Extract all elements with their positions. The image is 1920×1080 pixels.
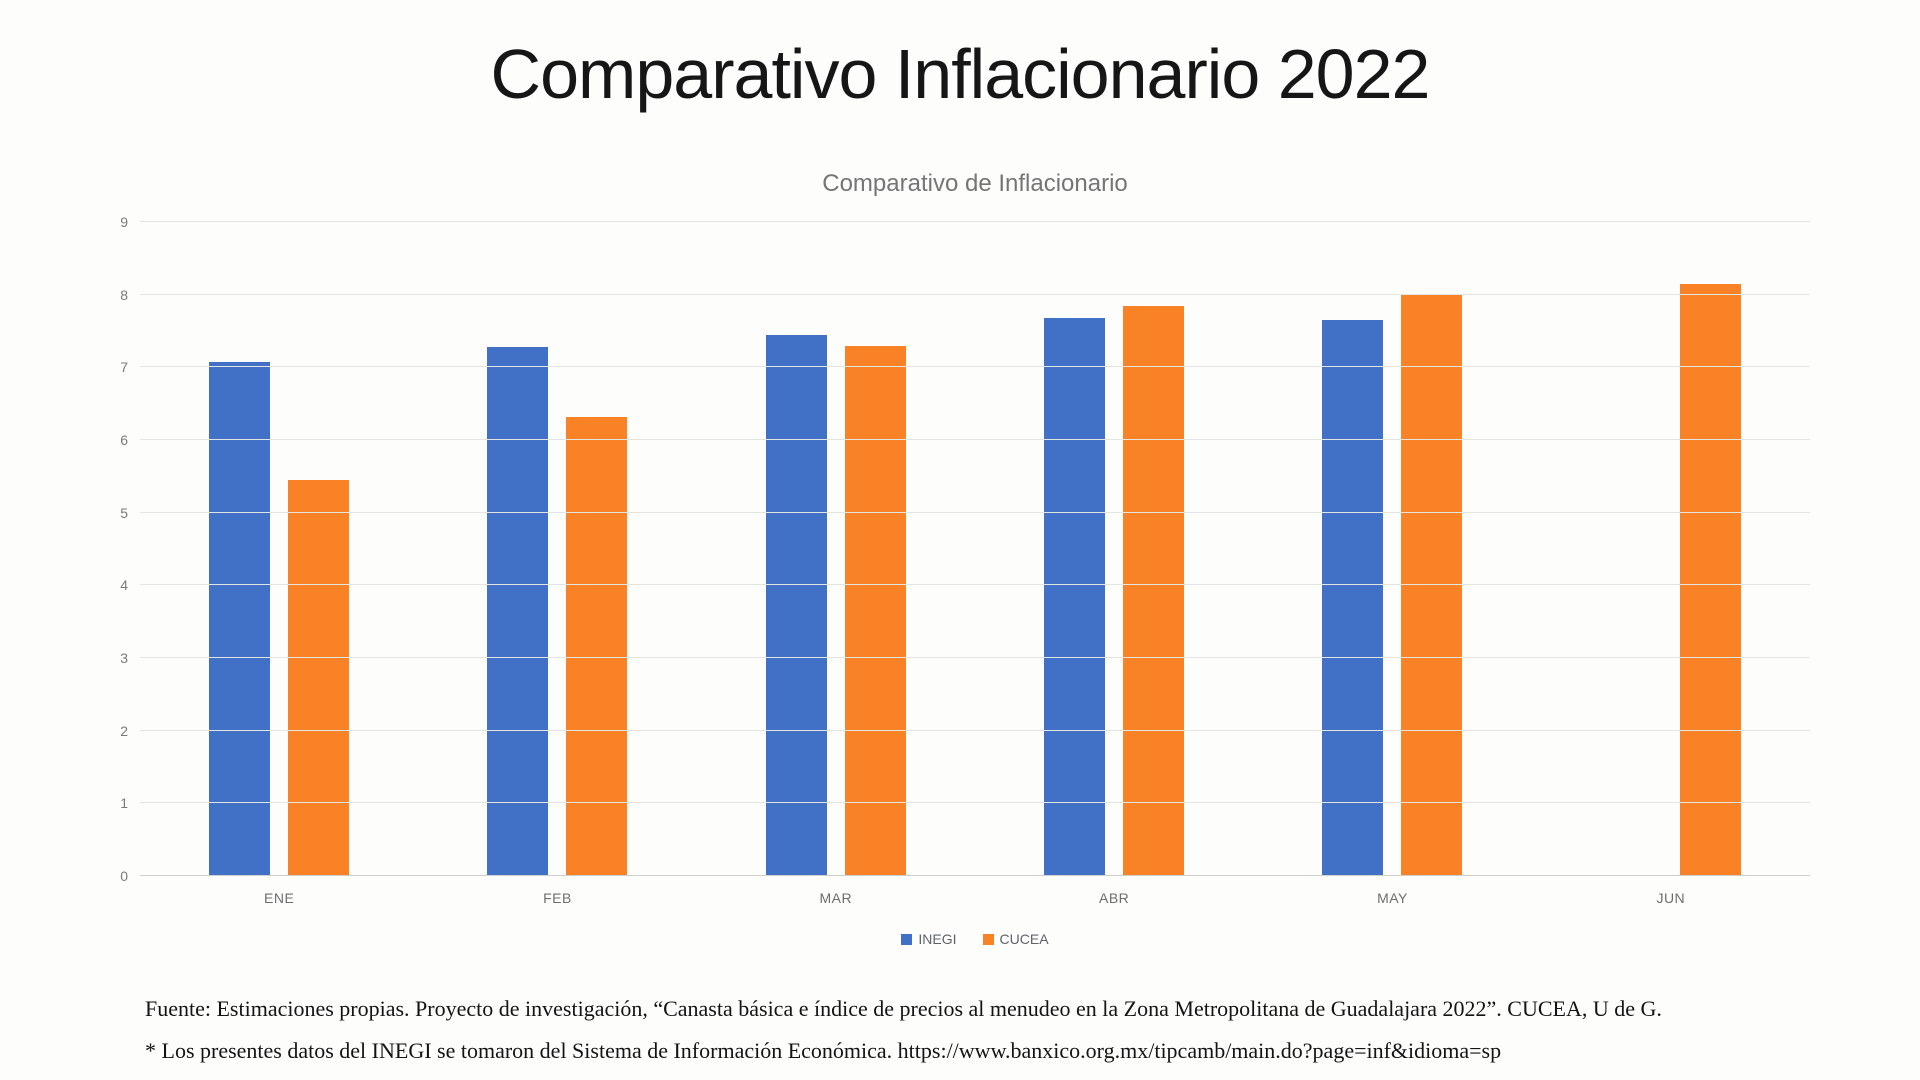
bar-inegi-abr	[1044, 317, 1106, 876]
gridline-0	[140, 875, 1810, 876]
y-tick-label-1: 1	[120, 795, 128, 812]
gridline-3	[140, 657, 1810, 658]
chart-legend: INEGI CUCEA	[140, 931, 1810, 947]
bar-inegi-mar	[765, 334, 827, 876]
legend-label-inegi: INEGI	[918, 931, 957, 947]
x-axis-label-may: MAY	[1377, 890, 1408, 906]
x-axis-label-jun: JUN	[1656, 890, 1686, 906]
legend-item-cucea: CUCEA	[982, 931, 1049, 947]
bar-groups	[140, 222, 1810, 876]
bar-cucea-ene	[288, 479, 350, 876]
gridline-2	[140, 729, 1810, 731]
source-note: Fuente: Estimaciones propias. Proyecto d…	[145, 988, 1865, 1072]
bar-inegi-may	[1322, 320, 1384, 876]
bar-group-mar	[697, 222, 975, 876]
bar-cucea-feb	[566, 416, 628, 876]
bar-group-may	[1253, 222, 1531, 876]
y-tick-label-4: 4	[120, 577, 128, 594]
gridline-1	[140, 802, 1810, 804]
legend-swatch-cucea-icon	[982, 933, 994, 945]
legend-label-cucea: CUCEA	[999, 931, 1049, 947]
legend-swatch-inegi-icon	[901, 933, 913, 945]
bar-cucea-abr	[1123, 306, 1185, 876]
legend-item-inegi: INEGI	[901, 931, 957, 947]
y-tick-label-3: 3	[120, 650, 128, 666]
x-axis-label-abr: ABR	[1099, 890, 1130, 906]
bar-group-feb	[418, 222, 696, 876]
gridline-8	[140, 293, 1810, 295]
bar-inegi-feb	[487, 347, 549, 876]
source-note-line1: Fuente: Estimaciones propias. Proyecto d…	[145, 996, 1662, 1021]
page-title: Comparativo Inflacionario 2022	[490, 35, 1431, 113]
chart-title: Comparativo de Inflacionario	[822, 170, 1128, 197]
gridline-9	[140, 221, 1810, 222]
x-axis: ENE FEB MAR ABR MAY JUN	[140, 890, 1810, 906]
y-axis: 0 1 2 3 4 5 6 7 8 9	[92, 215, 128, 883]
gridline-5	[140, 511, 1810, 513]
bar-group-ene	[140, 222, 418, 876]
source-note-line2: * Los presentes datos del INEGI se tomar…	[145, 1038, 1502, 1063]
y-tick-label-7: 7	[120, 359, 128, 376]
x-axis-label-ene: ENE	[264, 890, 295, 906]
gridline-7	[140, 366, 1810, 368]
y-tick-label-8: 8	[120, 286, 128, 303]
bar-group-jun	[1532, 222, 1810, 876]
bar-cucea-mar	[844, 345, 906, 876]
gridline-6	[140, 439, 1810, 440]
bar-cucea-jun	[1679, 283, 1741, 876]
x-axis-label-feb: FEB	[543, 890, 572, 906]
y-tick-label-2: 2	[120, 722, 128, 739]
y-tick-label-9: 9	[120, 214, 128, 230]
bar-inegi-ene	[209, 362, 271, 876]
x-axis-label-mar: MAR	[819, 890, 853, 906]
bar-group-abr	[975, 222, 1253, 876]
bar-chart-plot-area	[140, 221, 1810, 876]
y-tick-label-0: 0	[120, 868, 128, 884]
y-tick-label-5: 5	[120, 504, 128, 521]
y-tick-label-6: 6	[120, 432, 128, 448]
gridline-4	[140, 584, 1810, 586]
